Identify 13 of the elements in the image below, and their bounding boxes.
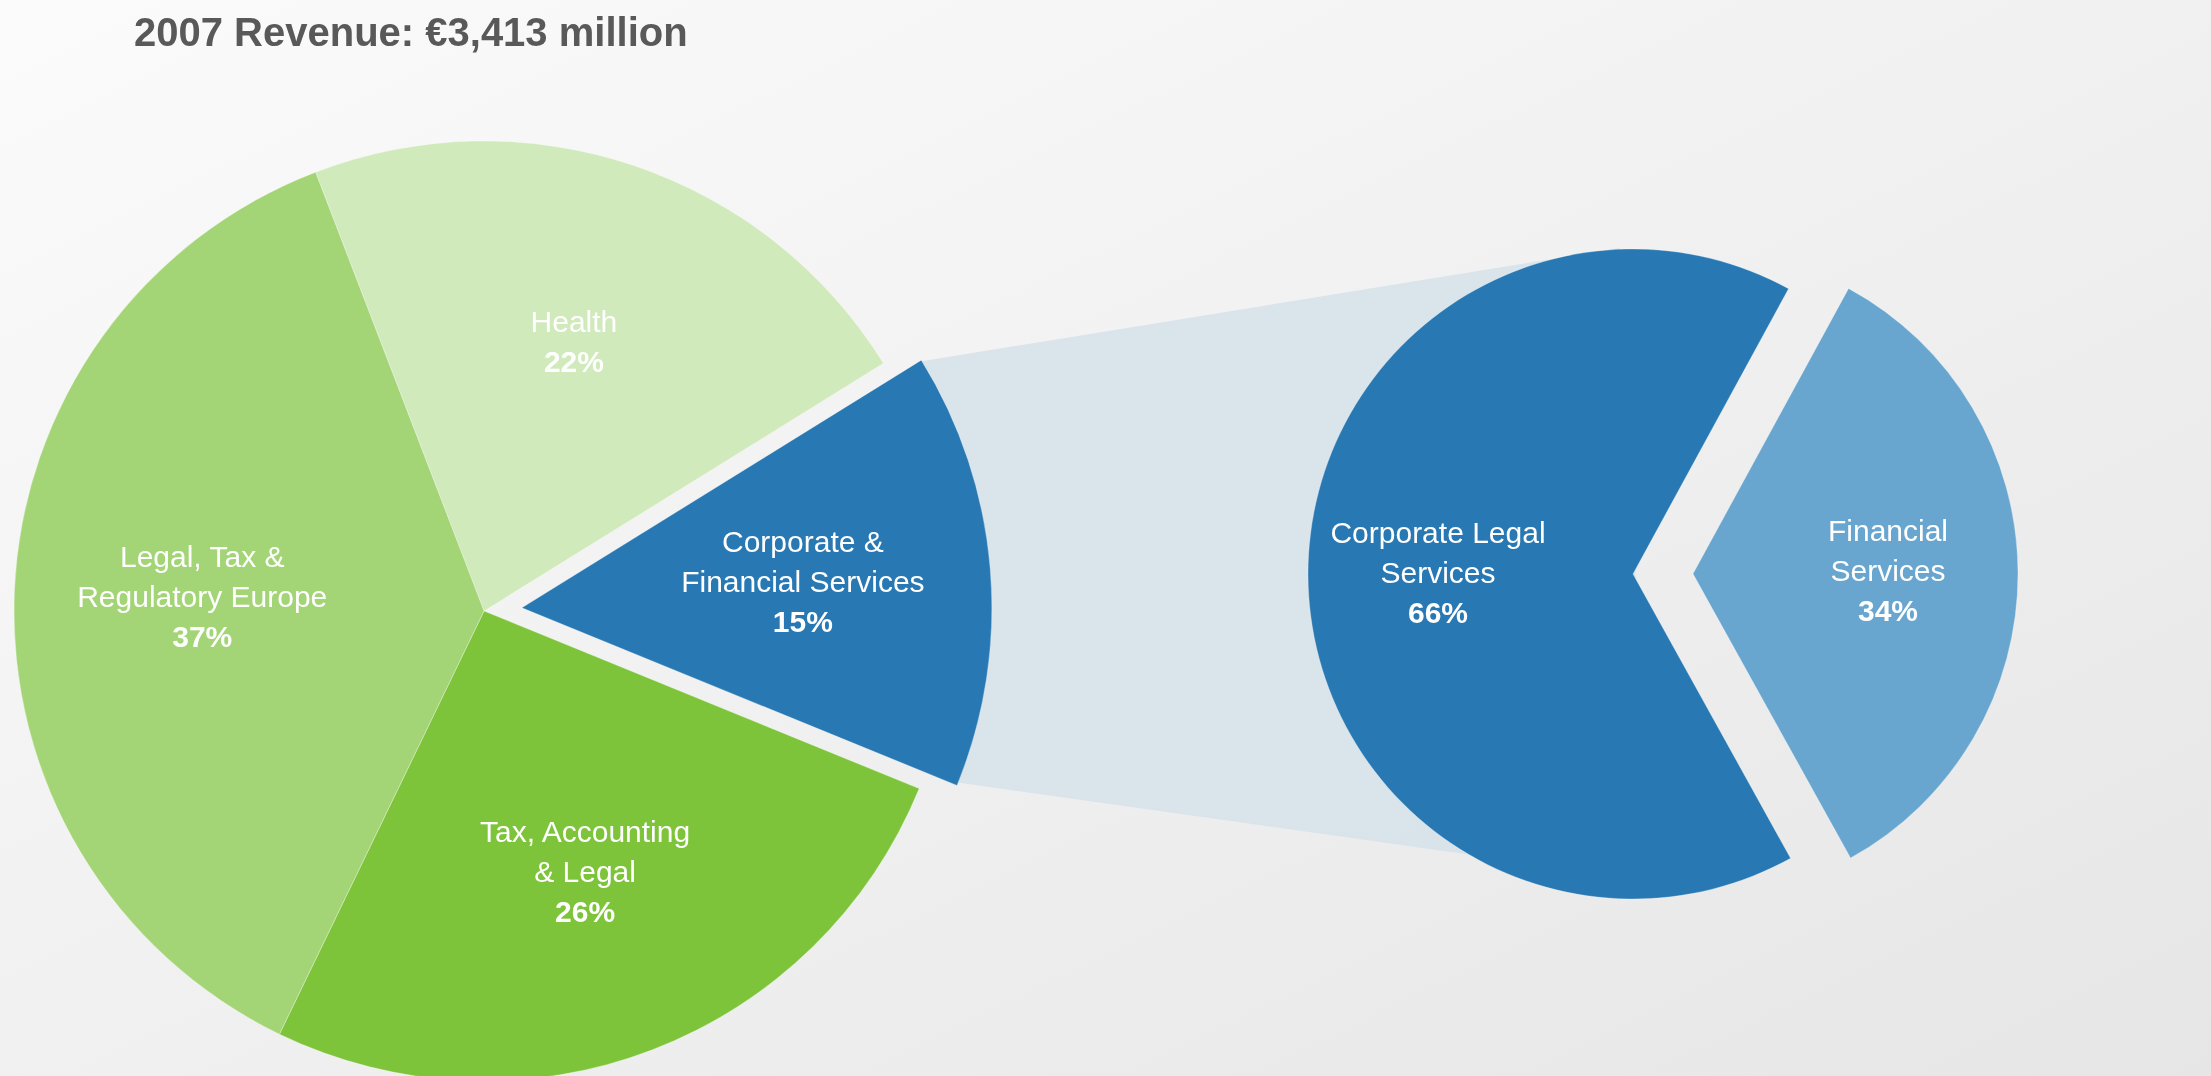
chart-title: 2007 Revenue: €3,413 million	[134, 9, 688, 54]
slice-label: Legal, Tax & Regulatory Europe	[77, 540, 328, 614]
data-label: 15%	[772, 605, 833, 639]
slice-label: Corporate Legal Services	[1330, 515, 1546, 589]
data-label: 34%	[1857, 594, 1919, 628]
data-label: 22%	[543, 344, 604, 378]
data-label: 66%	[1407, 595, 1469, 629]
slice-label: Corporate & Financial Services	[681, 525, 925, 599]
slice-label: Financial Services	[1827, 514, 1949, 588]
slice-label: Tax, Accounting & Legal	[479, 815, 691, 889]
data-label: 37%	[172, 620, 233, 654]
data-label: 26%	[555, 895, 616, 929]
slice-label: Health	[530, 304, 618, 338]
